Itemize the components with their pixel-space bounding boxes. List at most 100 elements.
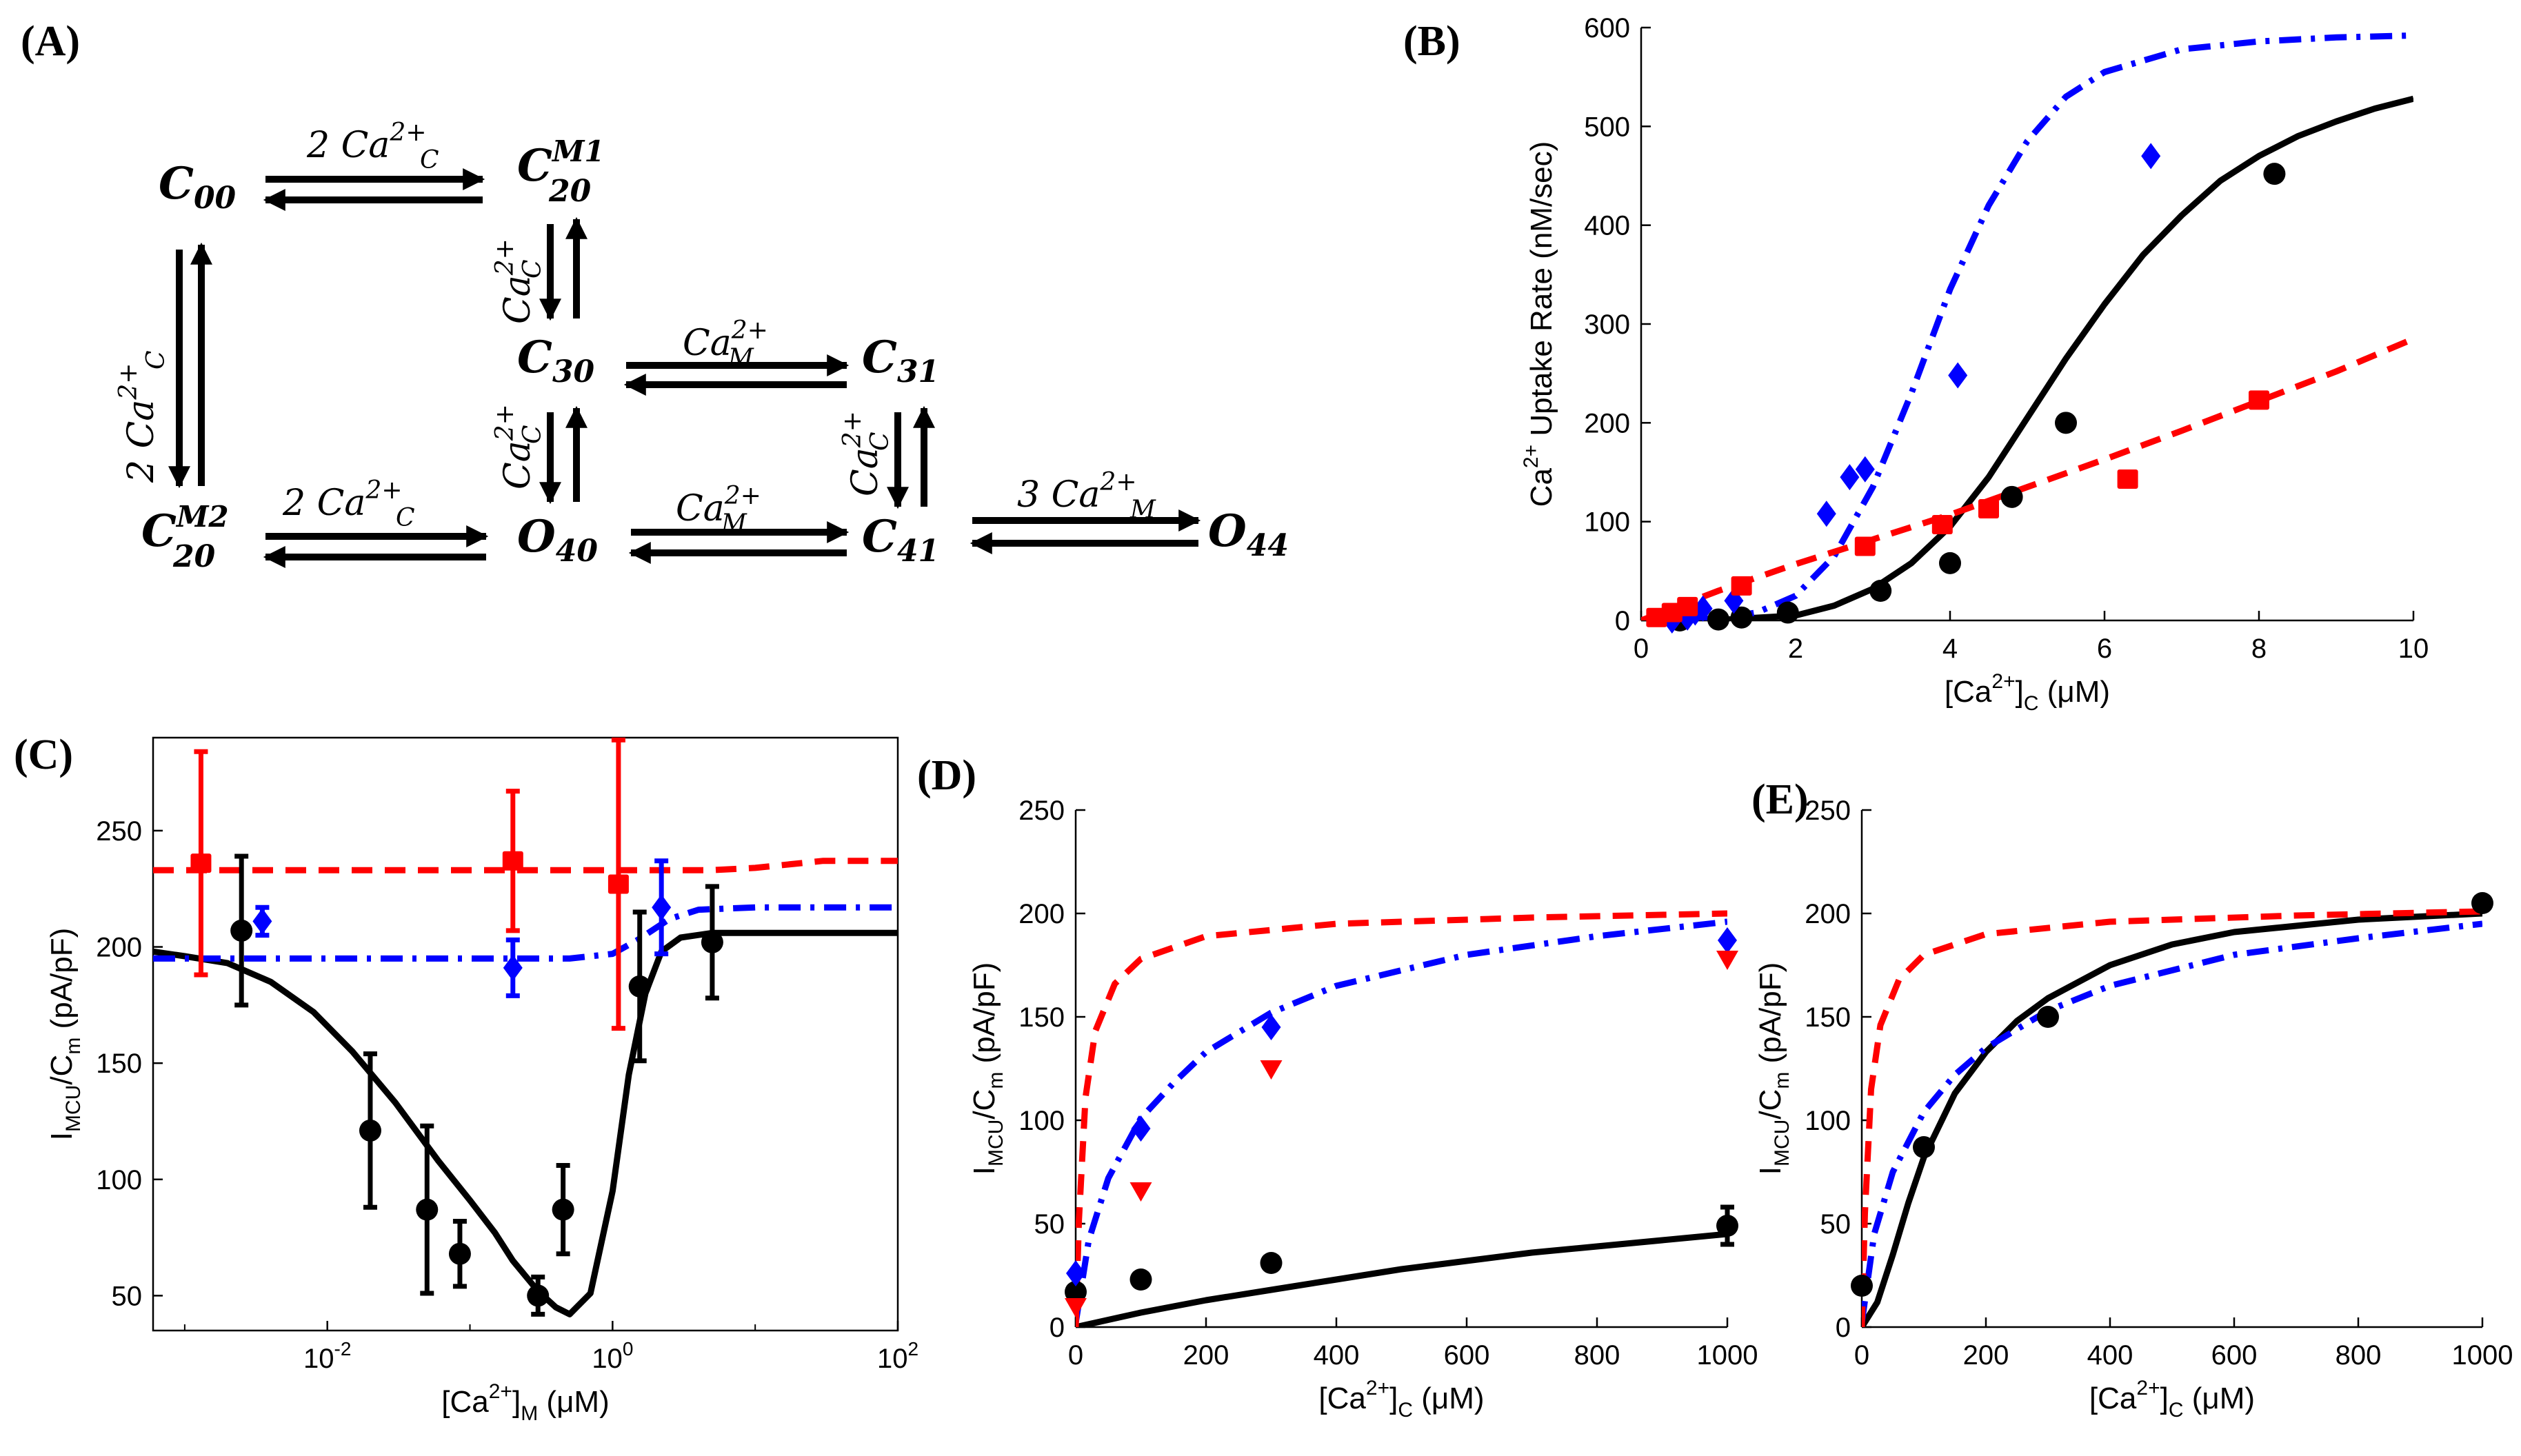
- x-tick-label: 400: [2087, 1340, 2133, 1371]
- panel-label-c: (C): [14, 731, 73, 778]
- x-tick-label: 800: [1574, 1340, 1620, 1371]
- data-point-red-data: [1731, 576, 1752, 596]
- x-axis-label-sup: 2+: [1366, 1377, 1389, 1399]
- data-point-black-data: [1913, 1136, 1935, 1158]
- kinetic-scheme: C00 CM1 20 C30 C31 CM2 20 O40 C41 O44: [114, 119, 1289, 574]
- data-point-red-data: [1854, 536, 1876, 556]
- data-point-black-data: [527, 1284, 550, 1307]
- x-tick-label-base: 10: [592, 1344, 623, 1374]
- state-o44: O44: [1208, 505, 1289, 563]
- y-tick-label: 250: [1018, 796, 1065, 826]
- y-tick-label: 100: [96, 1165, 142, 1195]
- data-point-black-data: [2055, 412, 2077, 434]
- y-tick-label: 0: [1049, 1313, 1065, 1343]
- rate-label-top: 2 Ca2+ C: [306, 119, 439, 174]
- y-axis-label-sub2: m: [1771, 1072, 1794, 1089]
- x-axis-label-sub: M: [521, 1402, 538, 1425]
- data-point-blue-data: [652, 894, 672, 921]
- y-axis-label-pre: I: [1754, 1166, 1787, 1175]
- y-tick-label: 200: [1805, 899, 1851, 929]
- state-c00: C00: [159, 158, 237, 216]
- data-point-black-data: [552, 1198, 574, 1221]
- y-axis-label-sub2: m: [62, 1038, 85, 1055]
- data-point-red-data: [1716, 951, 1738, 970]
- rate-label-right-h: 3 Ca2+ M: [1017, 468, 1156, 524]
- data-point-black-data: [2000, 485, 2023, 508]
- x-tick-label: 0: [1634, 634, 1649, 664]
- y-tick-label: 200: [1584, 408, 1630, 438]
- y-axis-label: IMCU/Cm (pA/pF): [967, 962, 1007, 1175]
- x-tick-label: 6: [2097, 634, 2112, 664]
- y-axis-label: IMCU/Cm (pA/pF): [1754, 962, 1794, 1175]
- y-tick-label: 500: [1584, 112, 1630, 142]
- x-tick-label-exponent: -2: [334, 1338, 352, 1359]
- state-c20-m2: CM2 20: [141, 500, 229, 574]
- y-axis-label-pre: Ca: [1525, 468, 1558, 507]
- y-axis-label-post: /C: [1754, 1089, 1787, 1120]
- y-tick-label: 50: [112, 1281, 143, 1311]
- y-axis-label-sup: 2+: [1520, 445, 1543, 468]
- chart-panel-e: 0 50 100 150 200 250 0 200 400 600 800 1000 [Ca2+]C …: [1754, 796, 2513, 1422]
- data-point-red-data: [190, 853, 212, 873]
- curves: [1862, 908, 2482, 1327]
- series-line-black-model: [1076, 1231, 1727, 1327]
- series-line-blue-model: [153, 904, 898, 962]
- y-tick-label: 300: [1584, 310, 1630, 340]
- x-axis-label: [Ca2+]C (μM): [2089, 1377, 2255, 1422]
- x-axis-label-post: ]: [512, 1385, 521, 1419]
- x-axis-label-post: ]: [2160, 1382, 2169, 1415]
- x-tick-label: 1000: [1697, 1340, 1758, 1371]
- x-axis-label: [Ca2+]C (μM): [1318, 1377, 1484, 1422]
- x-axis-label-pre: [Ca: [2089, 1382, 2137, 1415]
- x-tick-label: 1000: [2452, 1340, 2513, 1371]
- series-line-black-model: [1641, 95, 2413, 620]
- data-point-black-data: [1869, 580, 1892, 602]
- x-axis-label-sup: 2+: [489, 1380, 512, 1403]
- y-axis-label-unit: (pA/pF): [1754, 962, 1787, 1072]
- x-tick-label: 200: [1183, 1340, 1229, 1371]
- state-c30: C30: [517, 332, 595, 390]
- x-tick-label: 0: [1854, 1340, 1869, 1371]
- x-axis-label-unit: (μM): [2039, 675, 2111, 709]
- y-axis-label-sub: MCU: [985, 1120, 1007, 1166]
- y-axis-label-pre: I: [45, 1132, 79, 1140]
- x-tick-label: 100: [592, 1338, 633, 1374]
- y-tick-label: 0: [1615, 606, 1630, 636]
- y-axis-label-pre: I: [967, 1166, 1001, 1175]
- y-tick-label: 100: [1584, 507, 1630, 538]
- y-tick-label: 50: [1034, 1209, 1065, 1240]
- y-tick-label: 150: [1018, 1002, 1065, 1033]
- rate-label-bottom-left: 2 Ca2+ C: [282, 476, 415, 532]
- data-point-red-data: [2117, 469, 2138, 489]
- x-axis-label-sub: C: [1398, 1399, 1413, 1422]
- y-tick-label: 600: [1584, 13, 1630, 43]
- data-point-black-data: [1730, 606, 1753, 629]
- data-point-black-data: [2263, 163, 2286, 185]
- x-tick-label: 200: [1963, 1340, 2009, 1371]
- data-point-black-data: [1851, 1275, 1873, 1297]
- data-point-blue-data: [1855, 456, 1875, 483]
- y-axis-label-unit: (pA/pF): [967, 962, 1001, 1072]
- data-point-blue-data: [1948, 362, 1968, 389]
- data-point-red-data: [1978, 499, 1999, 519]
- y-tick-label: 150: [1805, 1002, 1851, 1033]
- x-axis-label-sup: 2+: [2136, 1377, 2160, 1399]
- y-tick-label: 50: [1820, 1209, 1851, 1240]
- x-axis-label-unit: (μM): [1413, 1382, 1485, 1415]
- panel-label-d: (D): [917, 752, 976, 799]
- x-axis-label-post: ]: [2016, 675, 2024, 709]
- rate-label-mid-h1: Ca2+ M: [683, 316, 768, 372]
- series-line-black-model: [153, 929, 898, 1317]
- x-tick-label: 8: [2251, 634, 2267, 664]
- state-c41: C41: [862, 511, 939, 569]
- y-axis-label: Ca2+ Uptake Rate (nM/sec): [1520, 141, 1558, 507]
- x-tick-label: 102: [877, 1338, 918, 1374]
- y-axis-label-sub: MCU: [1771, 1120, 1794, 1166]
- series-line-blue-model: [1641, 32, 2413, 620]
- x-tick-label: 600: [2211, 1340, 2258, 1371]
- data-point-black-data: [1939, 552, 1961, 574]
- data-point-red-data: [1065, 1298, 1087, 1317]
- data-point-blue-data: [2141, 143, 2161, 170]
- y-tick-label: 400: [1584, 211, 1630, 241]
